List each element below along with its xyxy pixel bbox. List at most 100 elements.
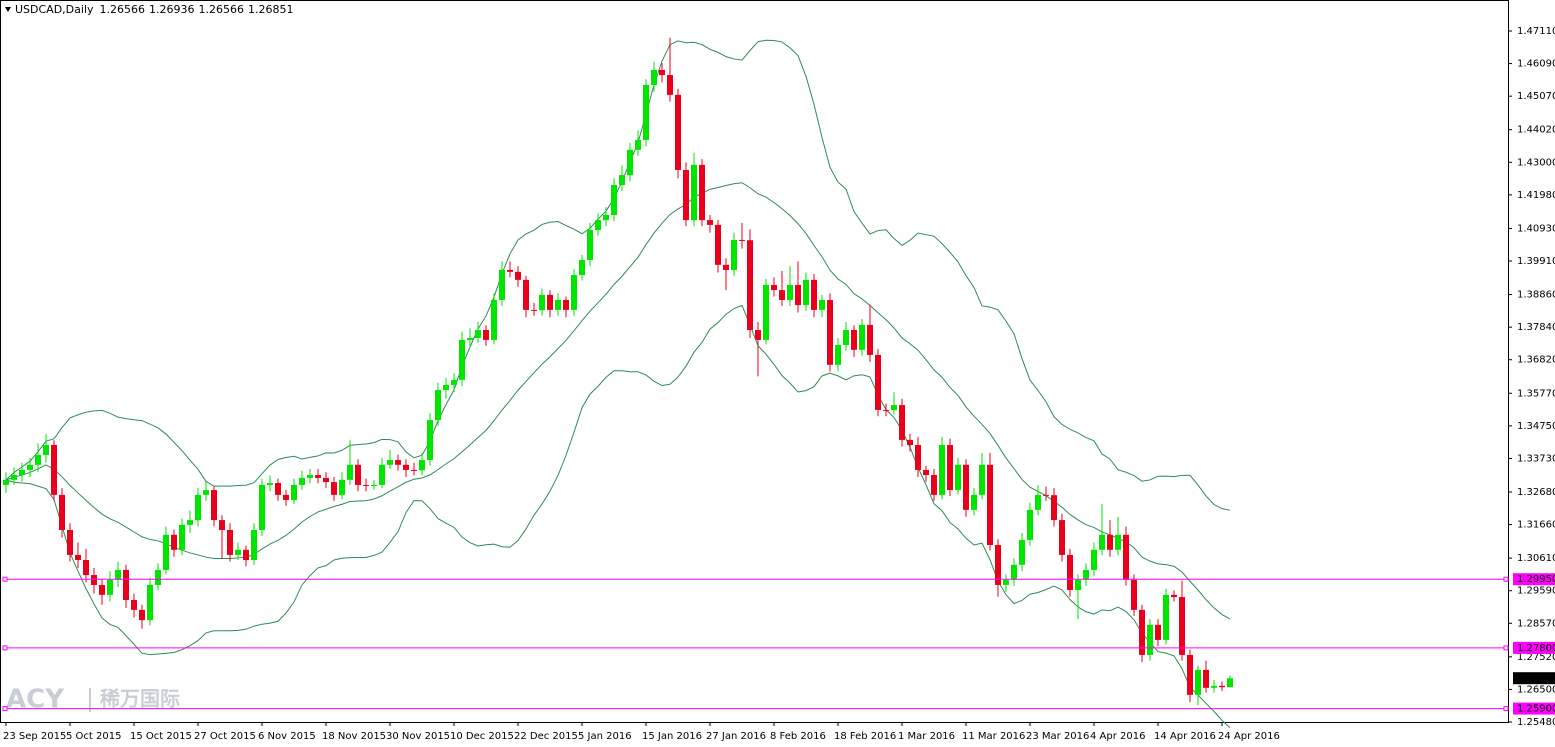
candle-body (939, 445, 945, 495)
candle-body (1011, 564, 1017, 580)
candle-body (483, 330, 489, 340)
x-tick-label: 30 Nov 2015 (386, 731, 450, 742)
y-tick-label: 1.26500 (1517, 684, 1555, 695)
candle-body (459, 339, 465, 380)
candle-body (779, 290, 785, 300)
y-tick-label: 1.40930 (1517, 223, 1555, 234)
candle-body (1059, 520, 1065, 555)
candle-body (1067, 554, 1073, 591)
candle-body (43, 445, 49, 455)
candle-body (619, 175, 625, 185)
y-tick-label: 1.33730 (1517, 453, 1555, 464)
candle-body (123, 569, 129, 600)
candle-body (1035, 494, 1041, 510)
candle-body (587, 230, 593, 261)
candle-body (211, 490, 217, 521)
candle-body (403, 464, 409, 470)
x-tick-label: 18 Nov 2015 (322, 731, 386, 742)
candle-body (131, 599, 137, 610)
candle-body (1075, 579, 1081, 591)
y-tick-label: 1.37840 (1517, 322, 1555, 333)
y-tick-label: 1.28570 (1517, 618, 1555, 629)
candle-body (275, 483, 281, 495)
candle-body (747, 240, 753, 331)
candle-body (51, 445, 57, 495)
candle-body (627, 149, 633, 176)
candle-body (819, 299, 825, 310)
candle-body (523, 279, 529, 310)
candle-body (611, 184, 617, 216)
candle-body (667, 75, 673, 95)
header-low: 1.26566 (199, 3, 245, 16)
candle-body (867, 324, 873, 355)
candle-body (99, 584, 105, 595)
candle-body (635, 139, 641, 150)
x-tick-label: 15 Oct 2015 (130, 731, 192, 742)
candle-body (643, 84, 649, 140)
candle-body (1107, 534, 1113, 550)
candle-body (907, 439, 913, 446)
candle-body (707, 220, 713, 225)
candle-body (971, 494, 977, 510)
candle-body (763, 284, 769, 340)
candle-body (859, 324, 865, 350)
x-tick-label: 14 Apr 2016 (1154, 731, 1216, 742)
candle-body (435, 390, 441, 421)
candle-body (731, 239, 737, 270)
candle-body (227, 529, 233, 555)
candle-body (987, 464, 993, 546)
x-tick-label: 11 Mar 2016 (962, 731, 1025, 742)
candle-body (339, 479, 345, 495)
plot-frame (0, 0, 1509, 723)
candle-body (35, 454, 41, 465)
candle-body (555, 299, 561, 310)
chart-header: USDCAD,Daily 1.26566 1.26936 1.26566 1.26851 (15, 3, 294, 16)
candle-body (147, 584, 153, 621)
y-tick-label: 1.29590 (1517, 586, 1555, 597)
candle-body (1083, 569, 1089, 580)
candle-body (787, 284, 793, 300)
y-tick-label: 1.36820 (1517, 355, 1555, 366)
candle-body (659, 69, 665, 76)
candle-body (915, 445, 921, 470)
candle-body (723, 264, 729, 270)
candle-body (27, 464, 33, 470)
menu-arrow[interactable] (5, 7, 11, 12)
level-label-box (1513, 641, 1555, 654)
level-handle (1503, 576, 1509, 582)
candle-body (843, 330, 849, 346)
candle-body (3, 479, 9, 485)
candle-body (1203, 669, 1209, 688)
watermark-text: 稀万国际 (100, 687, 180, 711)
last-price-label: 1.26851 (1517, 673, 1555, 684)
candle-body (1027, 509, 1033, 540)
x-tick-label: 22 Dec 2015 (514, 731, 578, 742)
candle-body (1171, 594, 1177, 598)
candle-body (651, 69, 657, 85)
y-tick-label: 1.43000 (1517, 157, 1555, 168)
candle-body (267, 483, 273, 485)
candle-body (891, 405, 897, 411)
candle-body (515, 271, 521, 280)
candle-body (363, 484, 369, 486)
candle-body (603, 215, 609, 221)
candle-body (1051, 495, 1057, 521)
candle-body (379, 464, 385, 485)
level-handle (2, 706, 8, 712)
x-tick-label: 23 Mar 2016 (1026, 731, 1089, 742)
candle-body (1211, 685, 1217, 688)
candle-body (739, 239, 745, 241)
candle-body (251, 529, 257, 561)
candle-body (171, 534, 177, 550)
y-tick-label: 1.32680 (1517, 487, 1555, 498)
level-label-box (1513, 702, 1555, 715)
candle-body (539, 294, 545, 311)
candle-body (675, 94, 681, 170)
candle-body (835, 345, 841, 365)
candle-body (1139, 609, 1145, 655)
candle-body (827, 299, 833, 365)
candle-body (163, 534, 169, 570)
y-tick-label: 1.41980 (1517, 190, 1555, 201)
symbol: USDCAD,Daily (15, 3, 94, 16)
